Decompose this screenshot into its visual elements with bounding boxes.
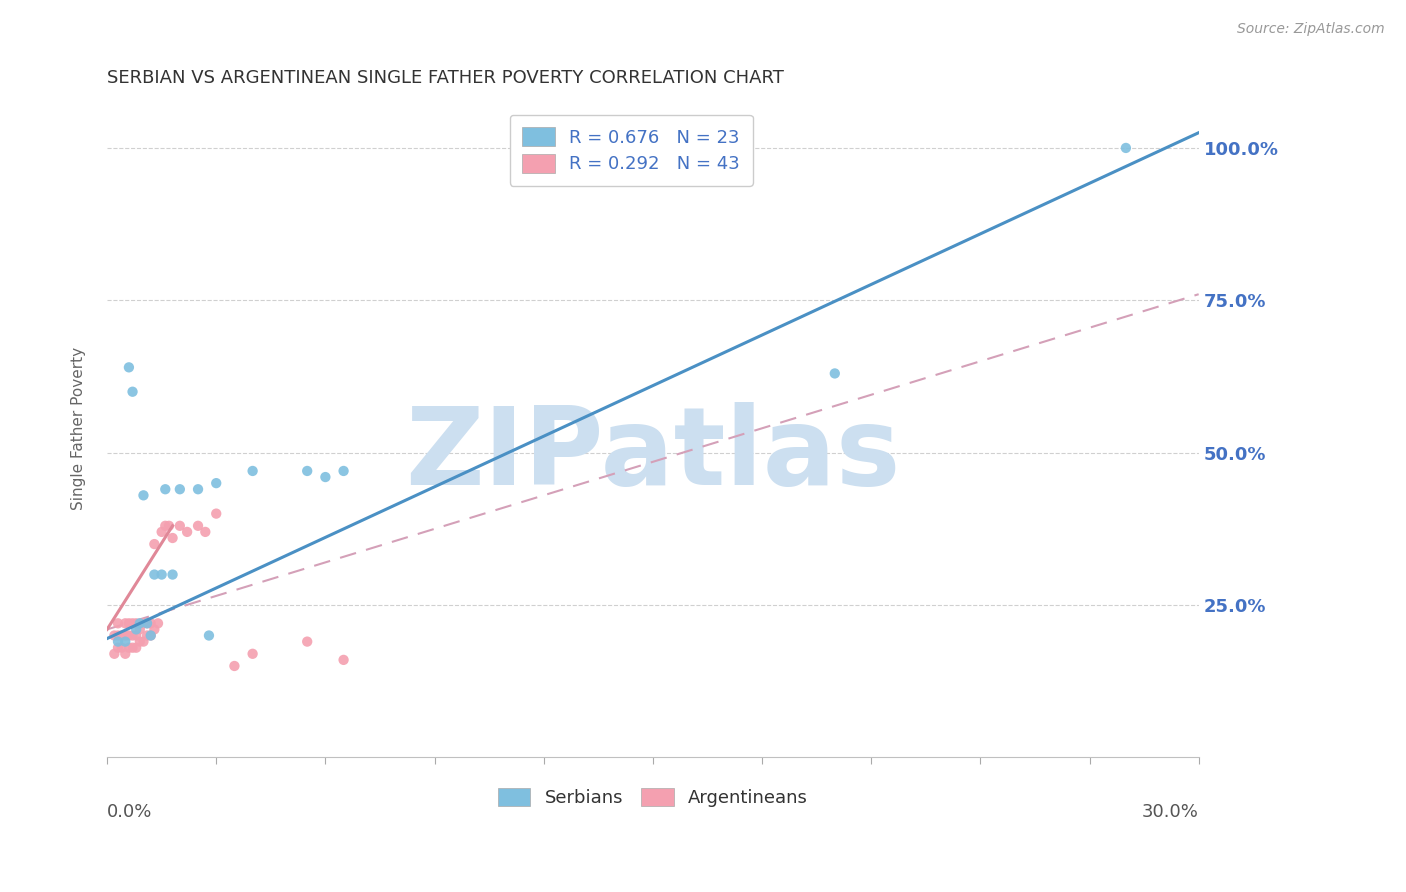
Point (128, 623, 150, 637)
Point (205, 476, 228, 491)
Point (139, 616, 162, 631)
Point (224, 659, 246, 673)
Point (162, 567, 184, 582)
Point (118, 628, 141, 642)
Point (125, 616, 148, 631)
Point (121, 628, 143, 642)
Point (118, 640, 141, 655)
Point (162, 531, 184, 545)
Point (136, 628, 159, 642)
Point (187, 482, 209, 496)
Point (114, 647, 136, 661)
Point (143, 537, 166, 551)
Point (103, 647, 125, 661)
Point (1115, 141, 1137, 155)
Point (332, 653, 354, 667)
Point (198, 628, 221, 642)
Point (176, 524, 198, 539)
Point (121, 640, 143, 655)
Y-axis label: Single Father Poverty: Single Father Poverty (72, 347, 86, 510)
Point (121, 384, 143, 399)
Point (132, 488, 155, 502)
Legend: Serbians, Argentineans: Serbians, Argentineans (491, 780, 815, 814)
Point (150, 524, 173, 539)
Text: 30.0%: 30.0% (1142, 804, 1199, 822)
Point (114, 634, 136, 648)
Point (128, 616, 150, 631)
Point (242, 647, 264, 661)
Point (121, 616, 143, 631)
Point (194, 524, 217, 539)
Point (139, 628, 162, 642)
Text: ZIPatlas: ZIPatlas (405, 401, 901, 508)
Point (169, 518, 191, 533)
Point (132, 634, 155, 648)
Point (114, 628, 136, 642)
Point (295, 634, 318, 648)
Point (155, 482, 177, 496)
Point (824, 367, 846, 381)
Point (107, 616, 129, 631)
Point (107, 628, 129, 642)
Point (187, 518, 209, 533)
Point (114, 616, 136, 631)
Point (157, 518, 180, 533)
Point (118, 616, 141, 631)
Point (205, 507, 228, 521)
Point (143, 623, 166, 637)
Point (332, 464, 354, 478)
Point (169, 482, 191, 496)
Point (139, 628, 162, 642)
Text: Source: ZipAtlas.com: Source: ZipAtlas.com (1237, 22, 1385, 37)
Point (314, 470, 336, 484)
Point (146, 616, 169, 631)
Point (150, 567, 173, 582)
Point (107, 634, 129, 648)
Point (125, 640, 148, 655)
Point (242, 464, 264, 478)
Point (107, 640, 129, 655)
Point (295, 464, 318, 478)
Point (103, 628, 125, 642)
Point (125, 628, 148, 642)
Point (155, 518, 177, 533)
Point (128, 634, 150, 648)
Point (143, 567, 166, 582)
Point (125, 623, 148, 637)
Text: 0.0%: 0.0% (107, 804, 152, 822)
Point (132, 616, 155, 631)
Point (118, 360, 141, 375)
Point (136, 616, 159, 631)
Point (111, 628, 134, 642)
Point (136, 616, 159, 631)
Text: SERBIAN VS ARGENTINEAN SINGLE FATHER POVERTY CORRELATION CHART: SERBIAN VS ARGENTINEAN SINGLE FATHER POV… (107, 69, 785, 87)
Point (111, 640, 134, 655)
